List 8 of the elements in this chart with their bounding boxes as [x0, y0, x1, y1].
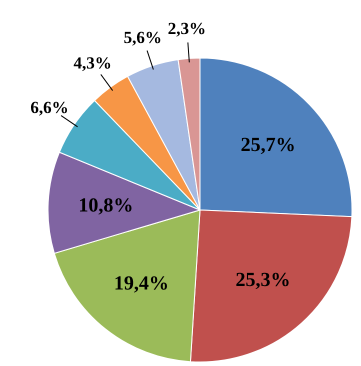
- data-label: 5,6%: [124, 28, 162, 47]
- data-label: 2,3%: [168, 18, 206, 38]
- data-label: 6,6%: [30, 98, 69, 118]
- data-label: 19,4%: [114, 272, 169, 295]
- data-label: 25,3%: [235, 269, 290, 292]
- data-label: 4,3%: [73, 54, 112, 73]
- data-label: 10,8%: [78, 194, 134, 216]
- data-label: 25,7%: [240, 134, 296, 156]
